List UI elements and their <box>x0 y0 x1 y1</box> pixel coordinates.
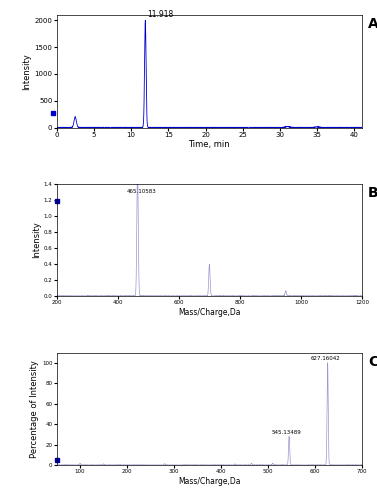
Text: 545.13489: 545.13489 <box>272 430 302 435</box>
Y-axis label: Percentage of Intensity: Percentage of Intensity <box>30 360 39 458</box>
Text: A: A <box>368 17 377 31</box>
Text: 465.10583: 465.10583 <box>127 189 156 194</box>
X-axis label: Mass/Charge,Da: Mass/Charge,Da <box>178 477 241 486</box>
Y-axis label: Intensity: Intensity <box>23 53 32 90</box>
X-axis label: Time, min: Time, min <box>188 140 230 149</box>
Text: C: C <box>368 355 377 369</box>
Text: 11.918: 11.918 <box>147 10 173 18</box>
Text: 627.16042: 627.16042 <box>310 356 340 361</box>
Text: B: B <box>368 186 377 200</box>
Y-axis label: Intensity: Intensity <box>32 222 41 258</box>
X-axis label: Mass/Charge,Da: Mass/Charge,Da <box>178 308 241 317</box>
